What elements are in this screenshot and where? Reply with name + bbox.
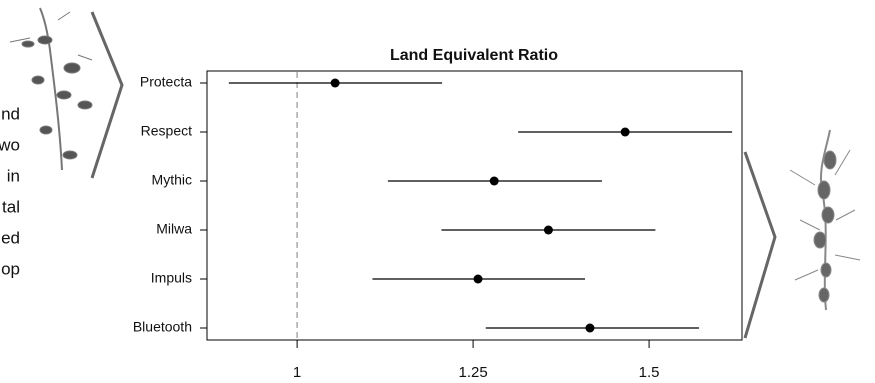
page: Land Equivalent Ratio nd wo in tal ed op 1 1.25… xyxy=(0,0,875,383)
y-tick-label: Milwa xyxy=(156,221,192,237)
point xyxy=(331,79,340,88)
x-tick-label: 1.25 xyxy=(458,364,487,381)
y-tick-label: Respect xyxy=(141,123,192,139)
y-tick-label: Bluetooth xyxy=(133,319,192,335)
y-tick-label: Protecta xyxy=(140,74,192,90)
point xyxy=(544,226,553,235)
point xyxy=(490,177,499,186)
side-text: nd xyxy=(1,104,20,123)
point xyxy=(585,324,594,333)
y-tick-label: Impuls xyxy=(151,270,192,286)
plant-left xyxy=(10,8,92,170)
x-tick-label: 1 xyxy=(293,364,301,381)
y-tick-label: Mythic xyxy=(152,172,192,188)
side-text: wo xyxy=(0,135,20,154)
plot-frame xyxy=(207,71,742,340)
point xyxy=(621,128,630,137)
side-text: tal xyxy=(2,197,20,216)
plant-right xyxy=(790,130,860,310)
x-tick-label: 1.5 xyxy=(639,364,660,381)
bracket xyxy=(745,152,775,338)
chart-title: Land Equivalent Ratio xyxy=(390,47,558,64)
bracket xyxy=(92,12,122,178)
side-text: ed xyxy=(1,228,20,247)
side-text: in xyxy=(7,166,20,185)
point xyxy=(474,275,483,284)
side-text: op xyxy=(1,259,20,278)
